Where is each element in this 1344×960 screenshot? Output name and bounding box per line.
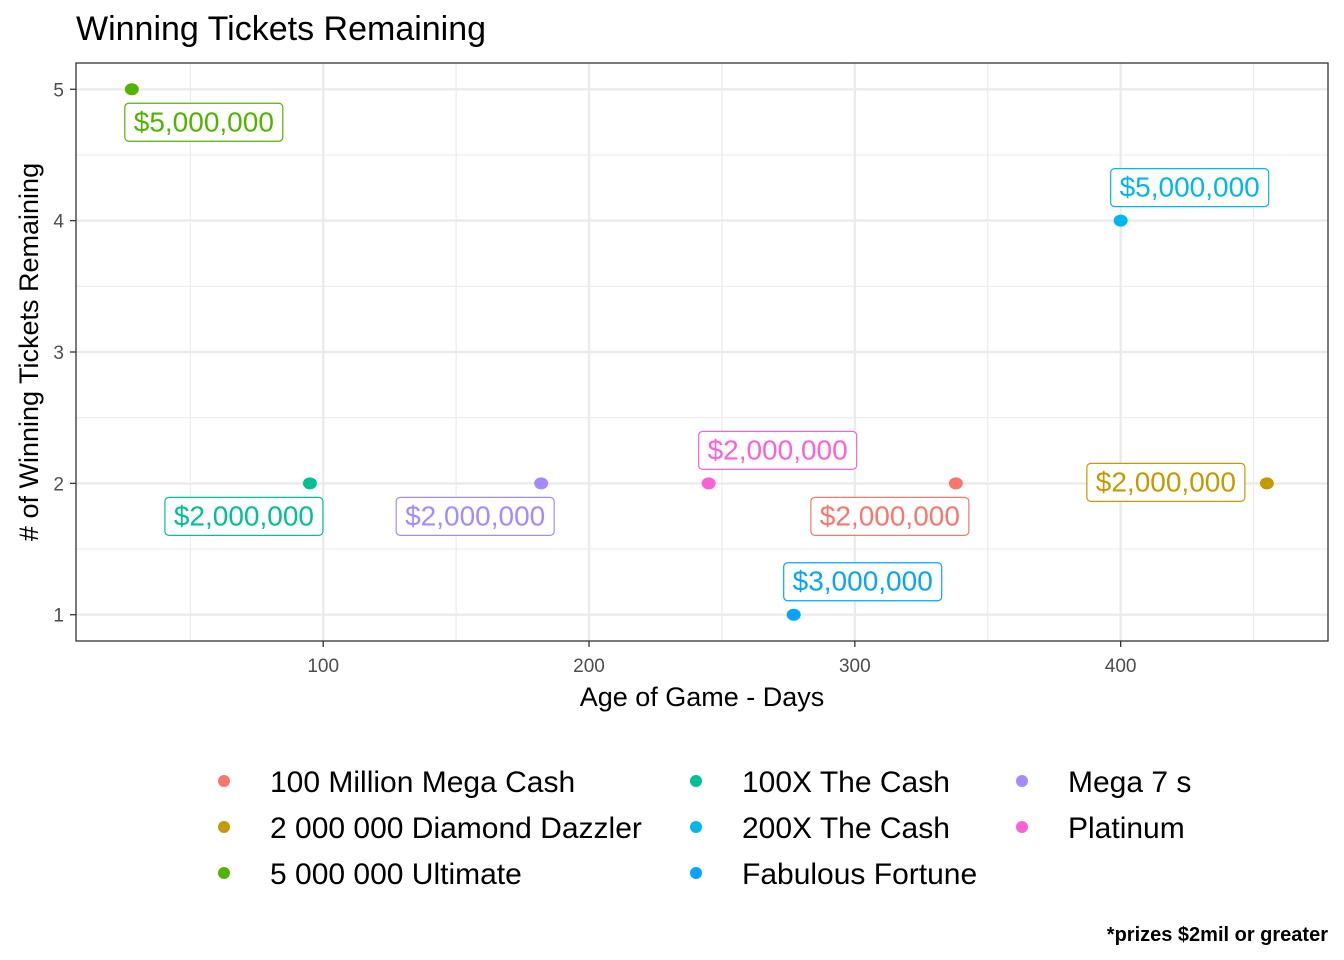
legend-key	[690, 867, 702, 879]
legend-item: 100 Million Mega Cash	[218, 766, 575, 799]
point-label: $2,000,000	[810, 496, 970, 536]
data-point	[786, 608, 801, 621]
point-label-box	[124, 102, 284, 142]
legend-key	[218, 775, 230, 787]
point-label: $5,000,000	[1110, 168, 1270, 208]
legend-item: Platinum	[1016, 812, 1185, 845]
y-tick-label: 2	[53, 474, 64, 495]
y-tick-label: 3	[53, 343, 64, 364]
data-point	[534, 477, 549, 490]
chart-title: Winning Tickets Remaining	[76, 10, 486, 48]
point-label-text: $2,000,000	[820, 500, 960, 531]
point-label: $2,000,000	[395, 496, 555, 536]
x-tick-label: 400	[1105, 656, 1137, 677]
point-label-box	[1086, 462, 1246, 502]
point-label-box	[164, 496, 324, 536]
legend-key	[1016, 775, 1028, 787]
y-tick-label: 4	[53, 212, 64, 233]
legend-label: 5 000 000 Ultimate	[270, 858, 522, 891]
point-labels: $2,000,000 $2,000,000 $5,000,000 $2,000,000…	[124, 102, 1270, 602]
legend-label: 100 Million Mega Cash	[270, 766, 575, 799]
legend-key	[218, 821, 230, 833]
legend-key	[1016, 821, 1028, 833]
point-label: $3,000,000	[783, 562, 943, 602]
legend-key	[690, 821, 702, 833]
point-label: $2,000,000	[698, 430, 858, 470]
data-points	[124, 83, 1274, 621]
point-label: $2,000,000	[164, 496, 324, 536]
legend-key	[218, 867, 230, 879]
point-label: $5,000,000	[124, 102, 284, 142]
point-label-text: $2,000,000	[1096, 466, 1236, 497]
point-label-box	[698, 430, 858, 470]
legend-item: 200X The Cash	[690, 812, 950, 845]
data-point	[1113, 214, 1128, 227]
legend-label: Mega 7 s	[1068, 766, 1191, 799]
data-point	[124, 83, 139, 96]
legend-key	[690, 775, 702, 787]
legend-item: 5 000 000 Ultimate	[218, 858, 522, 891]
x-tick-label: 300	[839, 656, 871, 677]
legend-item: 2 000 000 Diamond Dazzler	[218, 812, 642, 845]
x-tick-label: 200	[573, 656, 605, 677]
point-label-box	[395, 496, 555, 536]
point-label-box	[783, 562, 943, 602]
point-label-text: $2,000,000	[174, 500, 314, 531]
y-axis-ticks: 1 2 3 4 5	[53, 80, 76, 627]
legend-label: Platinum	[1068, 812, 1185, 845]
legend-label: 200X The Cash	[742, 812, 950, 845]
legend-label: Fabulous Fortune	[742, 858, 977, 891]
legend: 100 Million Mega Cash 2 000 000 Diamond D…	[218, 766, 1191, 891]
legend-item: Fabulous Fortune	[690, 858, 977, 891]
point-label-box	[810, 496, 970, 536]
x-axis-ticks: 100 200 300 400	[307, 641, 1137, 677]
x-axis-title: Age of Game - Days	[580, 682, 825, 712]
legend-item: Mega 7 s	[1016, 766, 1191, 799]
x-tick-label: 100	[307, 656, 339, 677]
point-label-text: $5,000,000	[134, 106, 274, 137]
point-label: $2,000,000	[1086, 462, 1246, 502]
point-label-text: $2,000,000	[405, 500, 545, 531]
point-label-text: $3,000,000	[793, 566, 933, 597]
point-label-box	[1110, 168, 1270, 208]
point-label-text: $5,000,000	[1120, 172, 1260, 203]
legend-label: 2 000 000 Diamond Dazzler	[270, 812, 642, 845]
point-label-text: $2,000,000	[708, 434, 848, 465]
legend-item: 100X The Cash	[690, 766, 950, 799]
data-point	[701, 477, 716, 490]
y-axis-title: # of Winning Tickets Remaining	[14, 163, 44, 541]
data-point	[302, 477, 317, 490]
y-tick-label: 1	[53, 606, 64, 627]
y-tick-label: 5	[53, 80, 64, 101]
data-point	[1259, 477, 1274, 490]
data-point	[948, 477, 963, 490]
caption: *prizes $2mil or greater	[1107, 924, 1328, 946]
legend-label: 100X The Cash	[742, 766, 950, 799]
